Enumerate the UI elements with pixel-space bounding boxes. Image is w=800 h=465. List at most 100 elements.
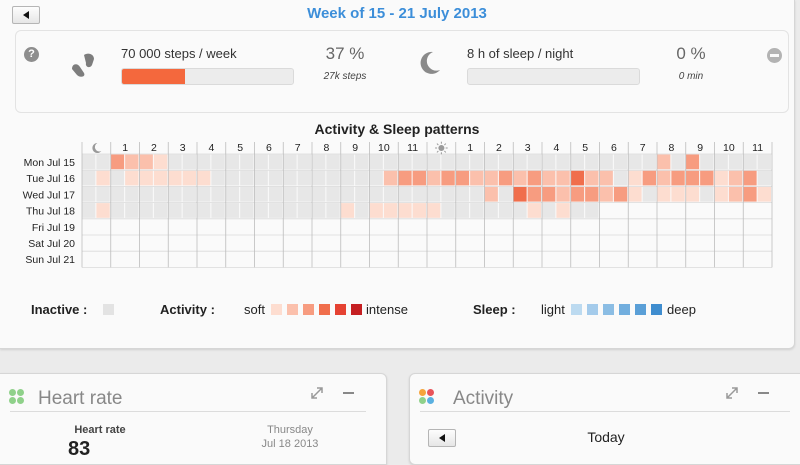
- hour-tick-label: 1: [122, 142, 128, 154]
- legend-sleep-light: light: [541, 302, 565, 317]
- heatmap-cell: [254, 170, 268, 186]
- heatmap-cell: [297, 203, 311, 218]
- heatmap-cell: [110, 186, 125, 202]
- remove-goal-icon[interactable]: [767, 48, 782, 63]
- heatmap-cell: [757, 170, 771, 186]
- heatmap-cell: [484, 154, 498, 170]
- minimize-icon[interactable]: [758, 392, 769, 394]
- expand-icon[interactable]: [310, 386, 324, 400]
- heatmap-cell: [153, 170, 168, 186]
- heatmap-cell: [110, 170, 125, 186]
- sleep-swatch-5: [635, 304, 646, 315]
- heatmap-cell: [312, 170, 326, 186]
- heatmap-cell: [498, 154, 513, 170]
- heatmap-cell: [153, 186, 168, 202]
- heatmap-cell: [168, 170, 182, 186]
- chart-title: Activity & Sleep patterns: [314, 121, 480, 137]
- sleep-goal-label: 8 h of sleep / night: [467, 46, 574, 61]
- heatmap-cell: [527, 170, 541, 186]
- heatmap-cell: [283, 170, 297, 186]
- heatmap-cell: [182, 154, 196, 170]
- help-icon[interactable]: ?: [24, 47, 39, 62]
- heatmap-cell: [125, 170, 139, 186]
- day-label: Tue Jul 16: [26, 173, 75, 185]
- heatmap-cell: [671, 170, 685, 186]
- steps-count: 27k steps: [323, 71, 367, 82]
- heatmap-cell: [642, 154, 656, 170]
- heatmap-cell: [82, 170, 96, 186]
- heatmap-cell: [326, 170, 340, 186]
- heatmap-cell: [441, 154, 455, 170]
- heatmap-cell: [757, 186, 771, 202]
- heatmap-cell: [556, 170, 570, 186]
- heart-rate-date: Jul 18 2013: [261, 438, 319, 450]
- hour-tick-label: 6: [611, 142, 617, 154]
- heatmap-cell: [369, 154, 383, 170]
- heatmap-cell: [613, 170, 628, 186]
- heatmap-cell: [326, 154, 340, 170]
- arrow-left-icon: [439, 434, 445, 442]
- heatmap-cell: [470, 186, 484, 202]
- heatmap-cell: [570, 154, 585, 170]
- hour-tick-label: 1: [467, 142, 473, 154]
- week-title: Week of 15 - 21 July 2013: [307, 5, 487, 22]
- heatmap-cell: [340, 186, 355, 202]
- activity-swatch-5: [335, 304, 346, 315]
- heatmap-cell: [570, 170, 585, 186]
- heatmap-cell: [139, 154, 153, 170]
- heatmap-cell: [527, 154, 541, 170]
- heatmap-cell: [441, 203, 455, 218]
- heatmap-cell: [240, 154, 254, 170]
- heatmap-cell: [743, 154, 757, 170]
- goals-panel: ? 70 000 steps / week 37 % 27k steps 8 h…: [15, 30, 789, 113]
- heatmap-cell: [728, 154, 743, 170]
- heatmap-cell: [268, 186, 283, 202]
- activity-card: Activity Today: [409, 373, 800, 465]
- heatmap-cell: [570, 186, 585, 202]
- heatmap-cell: [197, 154, 211, 170]
- heatmap-cell: [225, 186, 240, 202]
- heatmap-cell: [96, 186, 110, 202]
- heatmap-cell: [657, 170, 671, 186]
- hour-tick-label: 3: [180, 142, 186, 154]
- heatmap-cell: [743, 186, 757, 202]
- heatmap-cell: [139, 170, 153, 186]
- activity-app-icon: [419, 389, 435, 405]
- heatmap-cell: [685, 170, 700, 186]
- heatmap-cell: [283, 186, 297, 202]
- activity-swatch-3: [303, 304, 314, 315]
- previous-week-button[interactable]: [12, 6, 40, 24]
- sun-icon: [438, 145, 445, 151]
- steps-percent: 37 %: [325, 44, 365, 63]
- steps-progress-bar: [121, 68, 294, 85]
- heatmap-cell: [225, 154, 240, 170]
- heatmap-cell: [513, 170, 527, 186]
- sleep-percent: 0 %: [676, 44, 706, 63]
- legend-activity-intense: intense: [366, 302, 408, 317]
- sun-ray: [444, 150, 447, 153]
- heatmap-cell: [355, 203, 369, 218]
- sleep-swatch-3: [603, 304, 614, 315]
- heatmap-cell: [570, 203, 585, 218]
- heatmap-cell: [369, 203, 383, 218]
- sleep-swatch-6: [651, 304, 662, 315]
- minimize-icon[interactable]: [343, 392, 354, 394]
- legend-sleep-label: Sleep :: [473, 302, 516, 317]
- sleep-progress-bar: [467, 68, 640, 85]
- heatmap-cell: [498, 186, 513, 202]
- heatmap-cell: [470, 170, 484, 186]
- hour-tick-label: 5: [237, 142, 243, 154]
- heatmap-cell: [585, 203, 599, 218]
- heatmap-cell: [96, 154, 110, 170]
- heatmap-cell: [585, 186, 599, 202]
- heatmap-cell: [484, 170, 498, 186]
- previous-day-button[interactable]: [428, 429, 456, 447]
- heatmap-cell: [383, 170, 398, 186]
- hour-tick-label: 7: [640, 142, 646, 154]
- heatmap-cell: [82, 203, 96, 218]
- heatmap-cell: [211, 154, 225, 170]
- arrow-left-icon: [23, 11, 29, 19]
- heatmap-cell: [498, 203, 513, 218]
- heatmap-cell: [211, 186, 225, 202]
- expand-icon[interactable]: [725, 386, 739, 400]
